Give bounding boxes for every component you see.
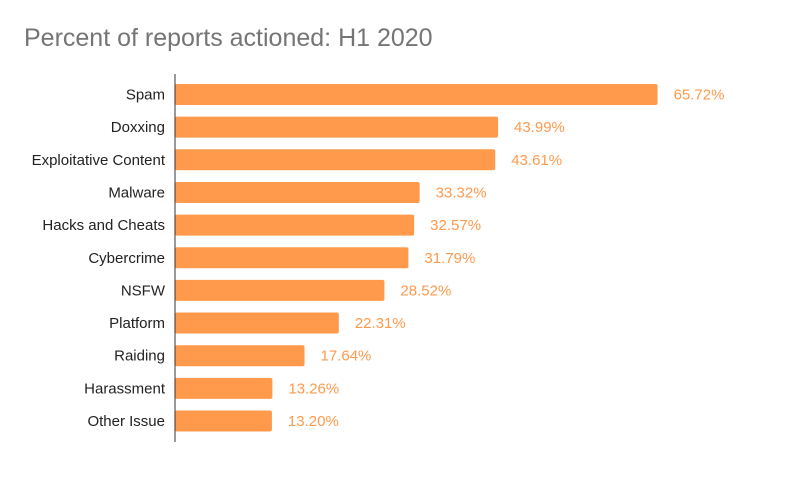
category-label: Hacks and Cheats [42, 217, 165, 234]
category-label: Spam [126, 87, 165, 104]
category-label: Raiding [114, 348, 165, 365]
value-label: 33.32% [436, 184, 487, 201]
value-label: 13.20% [288, 413, 339, 430]
value-label: 65.72% [674, 87, 725, 104]
category-label: Malware [108, 184, 165, 201]
value-label: 17.64% [321, 348, 372, 365]
chart-title: Percent of reports actioned: H1 2020 [24, 24, 433, 52]
value-label: 31.79% [424, 250, 475, 267]
category-label: Platform [109, 315, 165, 332]
bar-malware [175, 181, 420, 203]
bar-hacks-and-cheats [175, 214, 415, 236]
bar-raiding [175, 345, 305, 367]
bar-exploitative-content [175, 149, 496, 171]
category-label: Cybercrime [88, 250, 165, 267]
category-label: Other Issue [87, 413, 165, 430]
bar-platform [175, 312, 339, 334]
bar-cybercrime [175, 247, 409, 269]
value-label: 22.31% [355, 315, 406, 332]
value-label: 43.99% [514, 119, 565, 136]
bar-other-issue [175, 410, 272, 432]
value-label: 43.61% [511, 152, 562, 169]
bars-group: Spam 65.72% Doxxing 43.99% Exploitative Cont… [32, 84, 725, 432]
bar-doxxing [175, 116, 499, 138]
category-label: Exploitative Content [32, 152, 166, 169]
bar-nsfw [175, 279, 385, 301]
bar-spam [175, 84, 658, 105]
value-label: 32.57% [430, 217, 481, 234]
category-label: Doxxing [111, 119, 165, 136]
category-label: NSFW [121, 282, 166, 299]
value-label: 28.52% [400, 282, 451, 299]
category-label: Harassment [84, 380, 166, 397]
value-label: 13.26% [288, 380, 339, 397]
bar-harassment [175, 377, 273, 399]
